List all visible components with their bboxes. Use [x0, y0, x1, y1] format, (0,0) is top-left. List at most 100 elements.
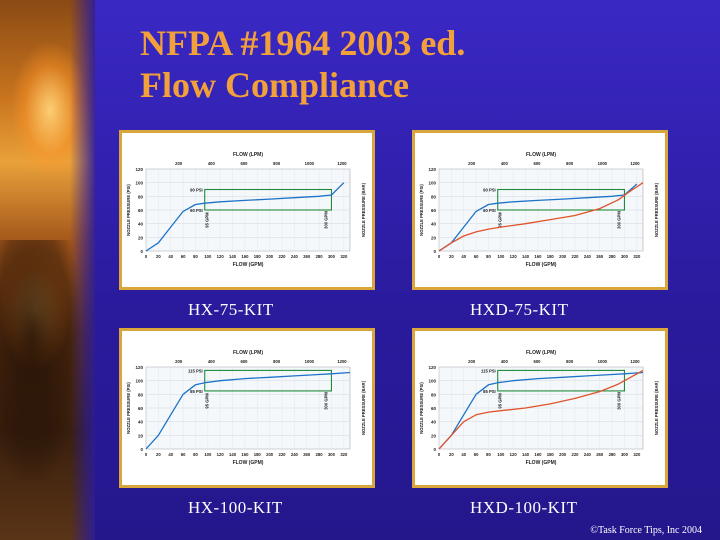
- caption-hxd-75: HXD-75-KIT: [470, 300, 569, 319]
- top-axis-label: FLOW (LPM): [233, 350, 263, 356]
- y-tick-label: 120: [135, 167, 143, 172]
- x-tick-label: 0: [438, 254, 441, 259]
- x-tick-label: 0: [145, 452, 148, 457]
- y-tick-label: 20: [138, 235, 144, 240]
- x-axis-label: FLOW (GPM): [233, 262, 264, 268]
- y-axis-label: NOZZLE PRESSURE (PSI): [419, 184, 424, 236]
- y-tick-label: 60: [138, 208, 144, 213]
- x-tick-label: 120: [217, 452, 225, 457]
- y-tick-label: 120: [428, 167, 436, 172]
- y-tick-label: 20: [431, 235, 437, 240]
- y-axis-label-right: NOZZLE PRESSURE (BAR): [361, 182, 366, 237]
- top-tick-label: 1200: [337, 359, 347, 364]
- x-tick-label: 260: [596, 254, 604, 259]
- x-tick-label: 100: [204, 254, 212, 259]
- title-line-2: Flow Compliance: [140, 65, 409, 105]
- top-tick-label: 200: [175, 161, 183, 166]
- box-label-min-gpm: 95 GPM: [205, 212, 210, 228]
- y-axis-label-right: NOZZLE PRESSURE (BAR): [361, 380, 366, 435]
- top-tick-label: 800: [566, 161, 574, 166]
- x-tick-label: 80: [486, 254, 491, 259]
- box-label-upper-psi: 115 PSI: [188, 368, 203, 373]
- x-tick-label: 240: [584, 254, 592, 259]
- x-tick-label: 120: [510, 254, 518, 259]
- compliance-box: [204, 369, 333, 392]
- x-tick-label: 320: [633, 452, 641, 457]
- x-tick-label: 60: [474, 452, 479, 457]
- x-tick-label: 240: [584, 452, 592, 457]
- y-axis-label: NOZZLE PRESSURE (PSI): [126, 184, 131, 236]
- x-tick-label: 180: [547, 452, 555, 457]
- x-tick-label: 300: [621, 254, 629, 259]
- x-tick-label: 260: [303, 254, 311, 259]
- y-tick-label: 60: [138, 406, 144, 411]
- series-line-2: [438, 369, 644, 450]
- top-axis-label: FLOW (LPM): [233, 152, 263, 158]
- x-tick-label: 180: [254, 452, 262, 457]
- x-tick-label: 60: [181, 452, 186, 457]
- box-label-upper-psi: 90 PSI: [190, 188, 203, 193]
- x-tick-label: 140: [522, 452, 530, 457]
- x-tick-label: 320: [633, 254, 641, 259]
- x-tick-label: 0: [145, 254, 148, 259]
- y-tick-label: 120: [428, 365, 436, 370]
- x-tick-label: 160: [534, 254, 542, 259]
- x-tick-label: 160: [241, 452, 249, 457]
- top-tick-label: 1000: [598, 359, 608, 364]
- caption-hx-100: HX-100-KIT: [188, 498, 283, 517]
- x-tick-label: 200: [559, 452, 567, 457]
- y-tick-label: 0: [140, 249, 143, 254]
- top-axis-label: FLOW (LPM): [526, 350, 556, 356]
- y-tick-label: 20: [431, 433, 437, 438]
- box-label-lower-psi: 60 PSI: [190, 208, 203, 213]
- box-label-max-gpm: 300 GPM: [616, 211, 621, 229]
- box-label-min-gpm: 95 GPM: [498, 393, 503, 409]
- top-tick-label: 800: [273, 161, 281, 166]
- photo-edge-fade: [70, 0, 95, 540]
- top-tick-label: 1000: [305, 359, 315, 364]
- box-label-lower-psi: 85 PSI: [190, 389, 203, 394]
- y-tick-label: 120: [135, 365, 143, 370]
- x-tick-label: 20: [449, 254, 454, 259]
- x-axis-label: FLOW (GPM): [233, 460, 264, 466]
- x-tick-label: 0: [438, 452, 441, 457]
- top-tick-label: 600: [533, 359, 541, 364]
- top-tick-label: 200: [468, 359, 476, 364]
- x-tick-label: 20: [156, 452, 161, 457]
- x-tick-label: 220: [572, 452, 580, 457]
- top-tick-label: 800: [566, 359, 574, 364]
- top-tick-label: 600: [533, 161, 541, 166]
- x-tick-label: 140: [522, 254, 530, 259]
- top-tick-label: 200: [175, 359, 183, 364]
- y-tick-label: 100: [428, 181, 436, 186]
- x-tick-label: 40: [168, 254, 173, 259]
- y-tick-label: 80: [138, 194, 144, 199]
- firefighter-silhouette: [0, 240, 80, 480]
- y-tick-label: 80: [138, 392, 144, 397]
- x-tick-label: 220: [572, 254, 580, 259]
- x-tick-label: 280: [609, 254, 617, 259]
- compliance-box: [497, 188, 626, 211]
- top-tick-label: 400: [208, 161, 216, 166]
- x-tick-label: 300: [328, 254, 336, 259]
- caption-hxd-100: HXD-100-KIT: [470, 498, 578, 517]
- y-tick-label: 40: [431, 420, 437, 425]
- x-tick-label: 40: [168, 452, 173, 457]
- x-tick-label: 320: [340, 254, 348, 259]
- x-tick-label: 240: [291, 452, 299, 457]
- x-tick-label: 140: [229, 254, 237, 259]
- x-tick-label: 60: [181, 254, 186, 259]
- y-axis-label: NOZZLE PRESSURE (PSI): [419, 382, 424, 434]
- x-tick-label: 60: [474, 254, 479, 259]
- y-tick-label: 100: [135, 379, 143, 384]
- x-tick-label: 280: [316, 254, 324, 259]
- box-label-lower-psi: 85 PSI: [483, 389, 496, 394]
- y-tick-label: 80: [431, 392, 437, 397]
- x-tick-label: 80: [486, 452, 491, 457]
- chart-panel-hx-100: 0 20 40 60 80 100 120 0 20 40 60 80 100 120 140 160 180 2…: [119, 328, 375, 488]
- y-axis-label: NOZZLE PRESSURE (PSI): [126, 382, 131, 434]
- top-tick-label: 600: [240, 161, 248, 166]
- top-tick-label: 400: [208, 359, 216, 364]
